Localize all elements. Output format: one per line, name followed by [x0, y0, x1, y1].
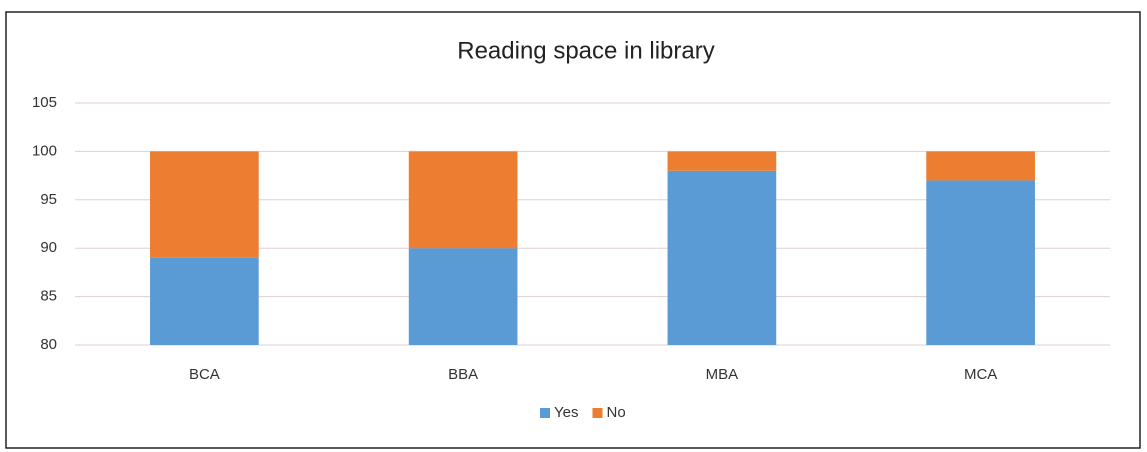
x-tick-label: BBA	[448, 366, 478, 383]
y-tick-label: 80	[40, 336, 57, 353]
bar-segment	[926, 180, 1035, 345]
bar-segment	[667, 170, 777, 345]
legend-label: Yes	[554, 404, 578, 421]
bar-segment	[667, 151, 777, 171]
y-tick-label: 95	[40, 191, 57, 208]
bar-segment	[926, 151, 1035, 181]
chart-title: Reading space in library	[457, 37, 714, 64]
x-tick-label: MCA	[964, 366, 997, 383]
bar-segment	[408, 151, 518, 249]
bar-segment	[408, 248, 518, 345]
x-tick-label: BCA	[189, 366, 220, 383]
y-tick-label: 105	[32, 94, 57, 111]
bar-segment	[150, 257, 259, 345]
legend-swatch	[540, 408, 550, 418]
x-tick-label: MBA	[706, 366, 739, 383]
legend-swatch	[592, 408, 603, 418]
legend-label: No	[606, 404, 625, 421]
y-tick-label: 100	[32, 142, 57, 159]
y-tick-label: 90	[40, 239, 57, 256]
y-tick-label: 85	[40, 288, 57, 305]
bar-segment	[150, 151, 259, 258]
